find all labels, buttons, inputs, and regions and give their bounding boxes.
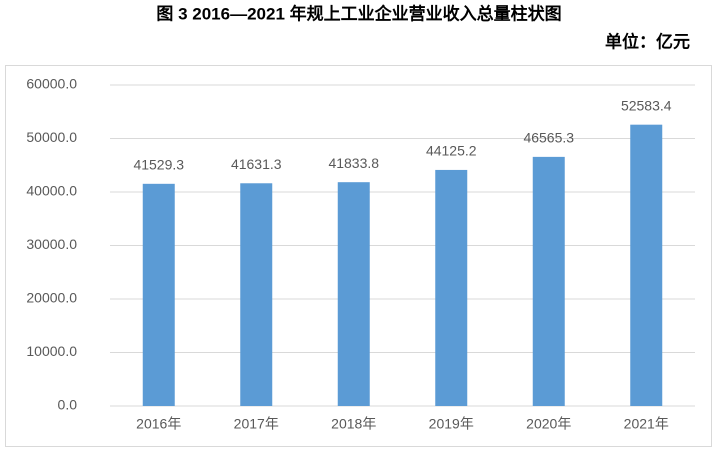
x-tick-label: 2021年 [624,416,669,432]
bar [142,183,175,406]
value-label: 44125.2 [426,143,477,159]
x-tick-label: 2020年 [526,416,571,432]
value-label: 41529.3 [133,157,184,173]
bar [240,183,273,406]
value-label: 46565.3 [523,130,574,146]
x-tick-label: 2019年 [429,416,474,432]
chart-frame [5,65,712,447]
y-tick-label: 10000.0 [26,343,77,359]
value-label: 41833.8 [328,155,379,171]
bar [337,182,370,406]
y-tick-label: 50000.0 [26,129,77,145]
bar [630,124,663,407]
value-label: 52583.4 [621,97,672,113]
chart-title: 图 3 2016—2021 年规上工业企业营业收入总量柱状图 [156,3,561,23]
x-tick-label: 2018年 [331,416,376,432]
unit-label: 单位：亿元 [605,31,690,51]
bar [435,169,468,406]
y-tick-label: 40000.0 [26,183,77,199]
y-tick-label: 0.0 [58,397,78,413]
x-tick-label: 2016年 [136,416,181,432]
value-label: 41631.3 [231,156,282,172]
y-tick-label: 60000.0 [26,76,77,92]
y-tick-label: 20000.0 [26,290,77,306]
bar [532,156,565,406]
x-tick-label: 2017年 [234,416,279,432]
y-tick-label: 30000.0 [26,236,77,252]
